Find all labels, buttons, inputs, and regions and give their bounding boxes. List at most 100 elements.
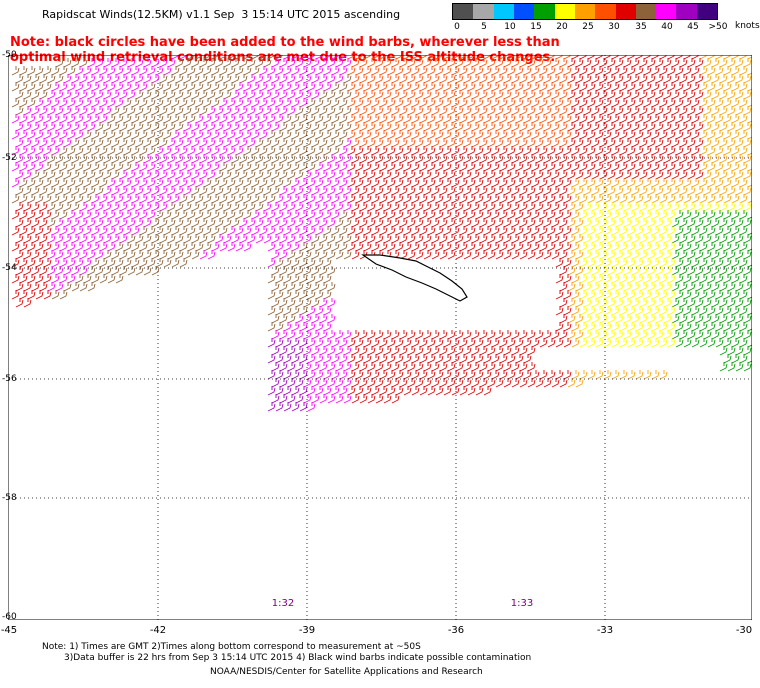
- wind-barb: [515, 242, 524, 252]
- wind-barb: [99, 242, 108, 252]
- wind-barb: [55, 154, 64, 164]
- wind-barb: [655, 58, 664, 68]
- wind-barb: [23, 122, 32, 132]
- wind-barb: [483, 66, 492, 76]
- wind-barb: [663, 122, 672, 132]
- wind-barb: [111, 202, 120, 212]
- wind-barb: [391, 170, 400, 180]
- wind-barb: [175, 74, 184, 84]
- wind-barb: [11, 226, 20, 236]
- wind-barb: [23, 234, 32, 244]
- wind-barb: [155, 226, 164, 236]
- wind-barb: [483, 55, 491, 60]
- wind-barb: [739, 82, 748, 92]
- wind-barb: [375, 330, 384, 340]
- wind-barb: [207, 202, 216, 212]
- wind-barb: [531, 162, 540, 172]
- wind-barb: [739, 322, 748, 332]
- wind-barb: [287, 314, 296, 324]
- wind-barb: [659, 130, 668, 140]
- wind-barb: [143, 90, 152, 100]
- wind-barb: [231, 234, 240, 244]
- wind-barb: [295, 122, 304, 132]
- wind-barb: [431, 170, 440, 180]
- wind-barb: [567, 74, 576, 84]
- wind-barb: [391, 122, 400, 132]
- wind-barb: [499, 338, 508, 348]
- wind-barb: [663, 106, 672, 116]
- wind-barb: [391, 394, 400, 404]
- wind-barb: [131, 194, 140, 204]
- wind-barb: [175, 58, 184, 68]
- wind-barb: [491, 370, 500, 380]
- wind-barb: [651, 55, 659, 60]
- wind-barb: [427, 114, 436, 124]
- wind-barb: [675, 210, 684, 220]
- wind-barb: [551, 250, 560, 260]
- wind-barb: [507, 178, 516, 188]
- wind-barb: [727, 330, 736, 340]
- wind-barb: [479, 138, 488, 148]
- wind-barb: [411, 194, 420, 204]
- wind-barb: [615, 234, 624, 244]
- wind-barb: [299, 370, 308, 380]
- wind-barb: [555, 370, 564, 380]
- wind-barb: [147, 114, 156, 124]
- wind-barb: [731, 146, 740, 156]
- wind-barb: [219, 130, 228, 140]
- lat-label: -56: [2, 374, 17, 384]
- wind-barb: [591, 74, 600, 84]
- wind-barb: [107, 130, 116, 140]
- wind-barb: [243, 66, 252, 76]
- wind-barb: [387, 66, 396, 76]
- wind-barb: [615, 138, 624, 148]
- wind-barb: [59, 194, 68, 204]
- wind-barb: [715, 338, 724, 348]
- wind-barb: [747, 354, 752, 364]
- wind-barb: [683, 306, 692, 316]
- lat-label: -60: [2, 612, 17, 622]
- wind-barb: [95, 218, 104, 228]
- wind-barb: [731, 178, 740, 188]
- wind-barb: [403, 226, 412, 236]
- wind-barb: [331, 386, 340, 396]
- wind-barb: [471, 234, 480, 244]
- wind-barb: [159, 90, 168, 100]
- wind-barb: [731, 66, 740, 76]
- wind-barb: [707, 178, 716, 188]
- wind-barb: [335, 394, 344, 404]
- wind-barb: [651, 258, 660, 268]
- wind-barb: [727, 170, 736, 180]
- wind-barb: [539, 66, 548, 76]
- wind-barb: [471, 58, 480, 68]
- wind-barb: [187, 114, 196, 124]
- wind-barb: [471, 90, 480, 100]
- wind-barb: [215, 154, 224, 164]
- wind-barb: [479, 170, 488, 180]
- wind-barb: [515, 130, 524, 140]
- wind-barb: [451, 370, 460, 380]
- wind-barb: [331, 98, 340, 108]
- wind-barb: [271, 218, 280, 228]
- wind-barb: [587, 338, 596, 348]
- wind-barb: [467, 162, 476, 172]
- wind-barb: [143, 218, 152, 228]
- wind-barb: [519, 330, 528, 340]
- wind-barb: [571, 82, 580, 92]
- wind-barb: [239, 234, 248, 244]
- wind-barb: [167, 138, 176, 148]
- wind-barb: [391, 234, 400, 244]
- wind-barb: [419, 226, 428, 236]
- wind-barb: [307, 226, 316, 236]
- wind-barb: [579, 226, 588, 236]
- wind-barb: [155, 130, 164, 140]
- wind-barb: [291, 258, 300, 268]
- wind-barb: [535, 218, 544, 228]
- wind-barb: [287, 90, 296, 100]
- wind-barb: [483, 354, 492, 364]
- wind-barb: [171, 66, 180, 76]
- wind-barb: [415, 250, 424, 260]
- wind-barb: [63, 266, 72, 276]
- wind-barb: [23, 138, 32, 148]
- wind-barb: [611, 114, 620, 124]
